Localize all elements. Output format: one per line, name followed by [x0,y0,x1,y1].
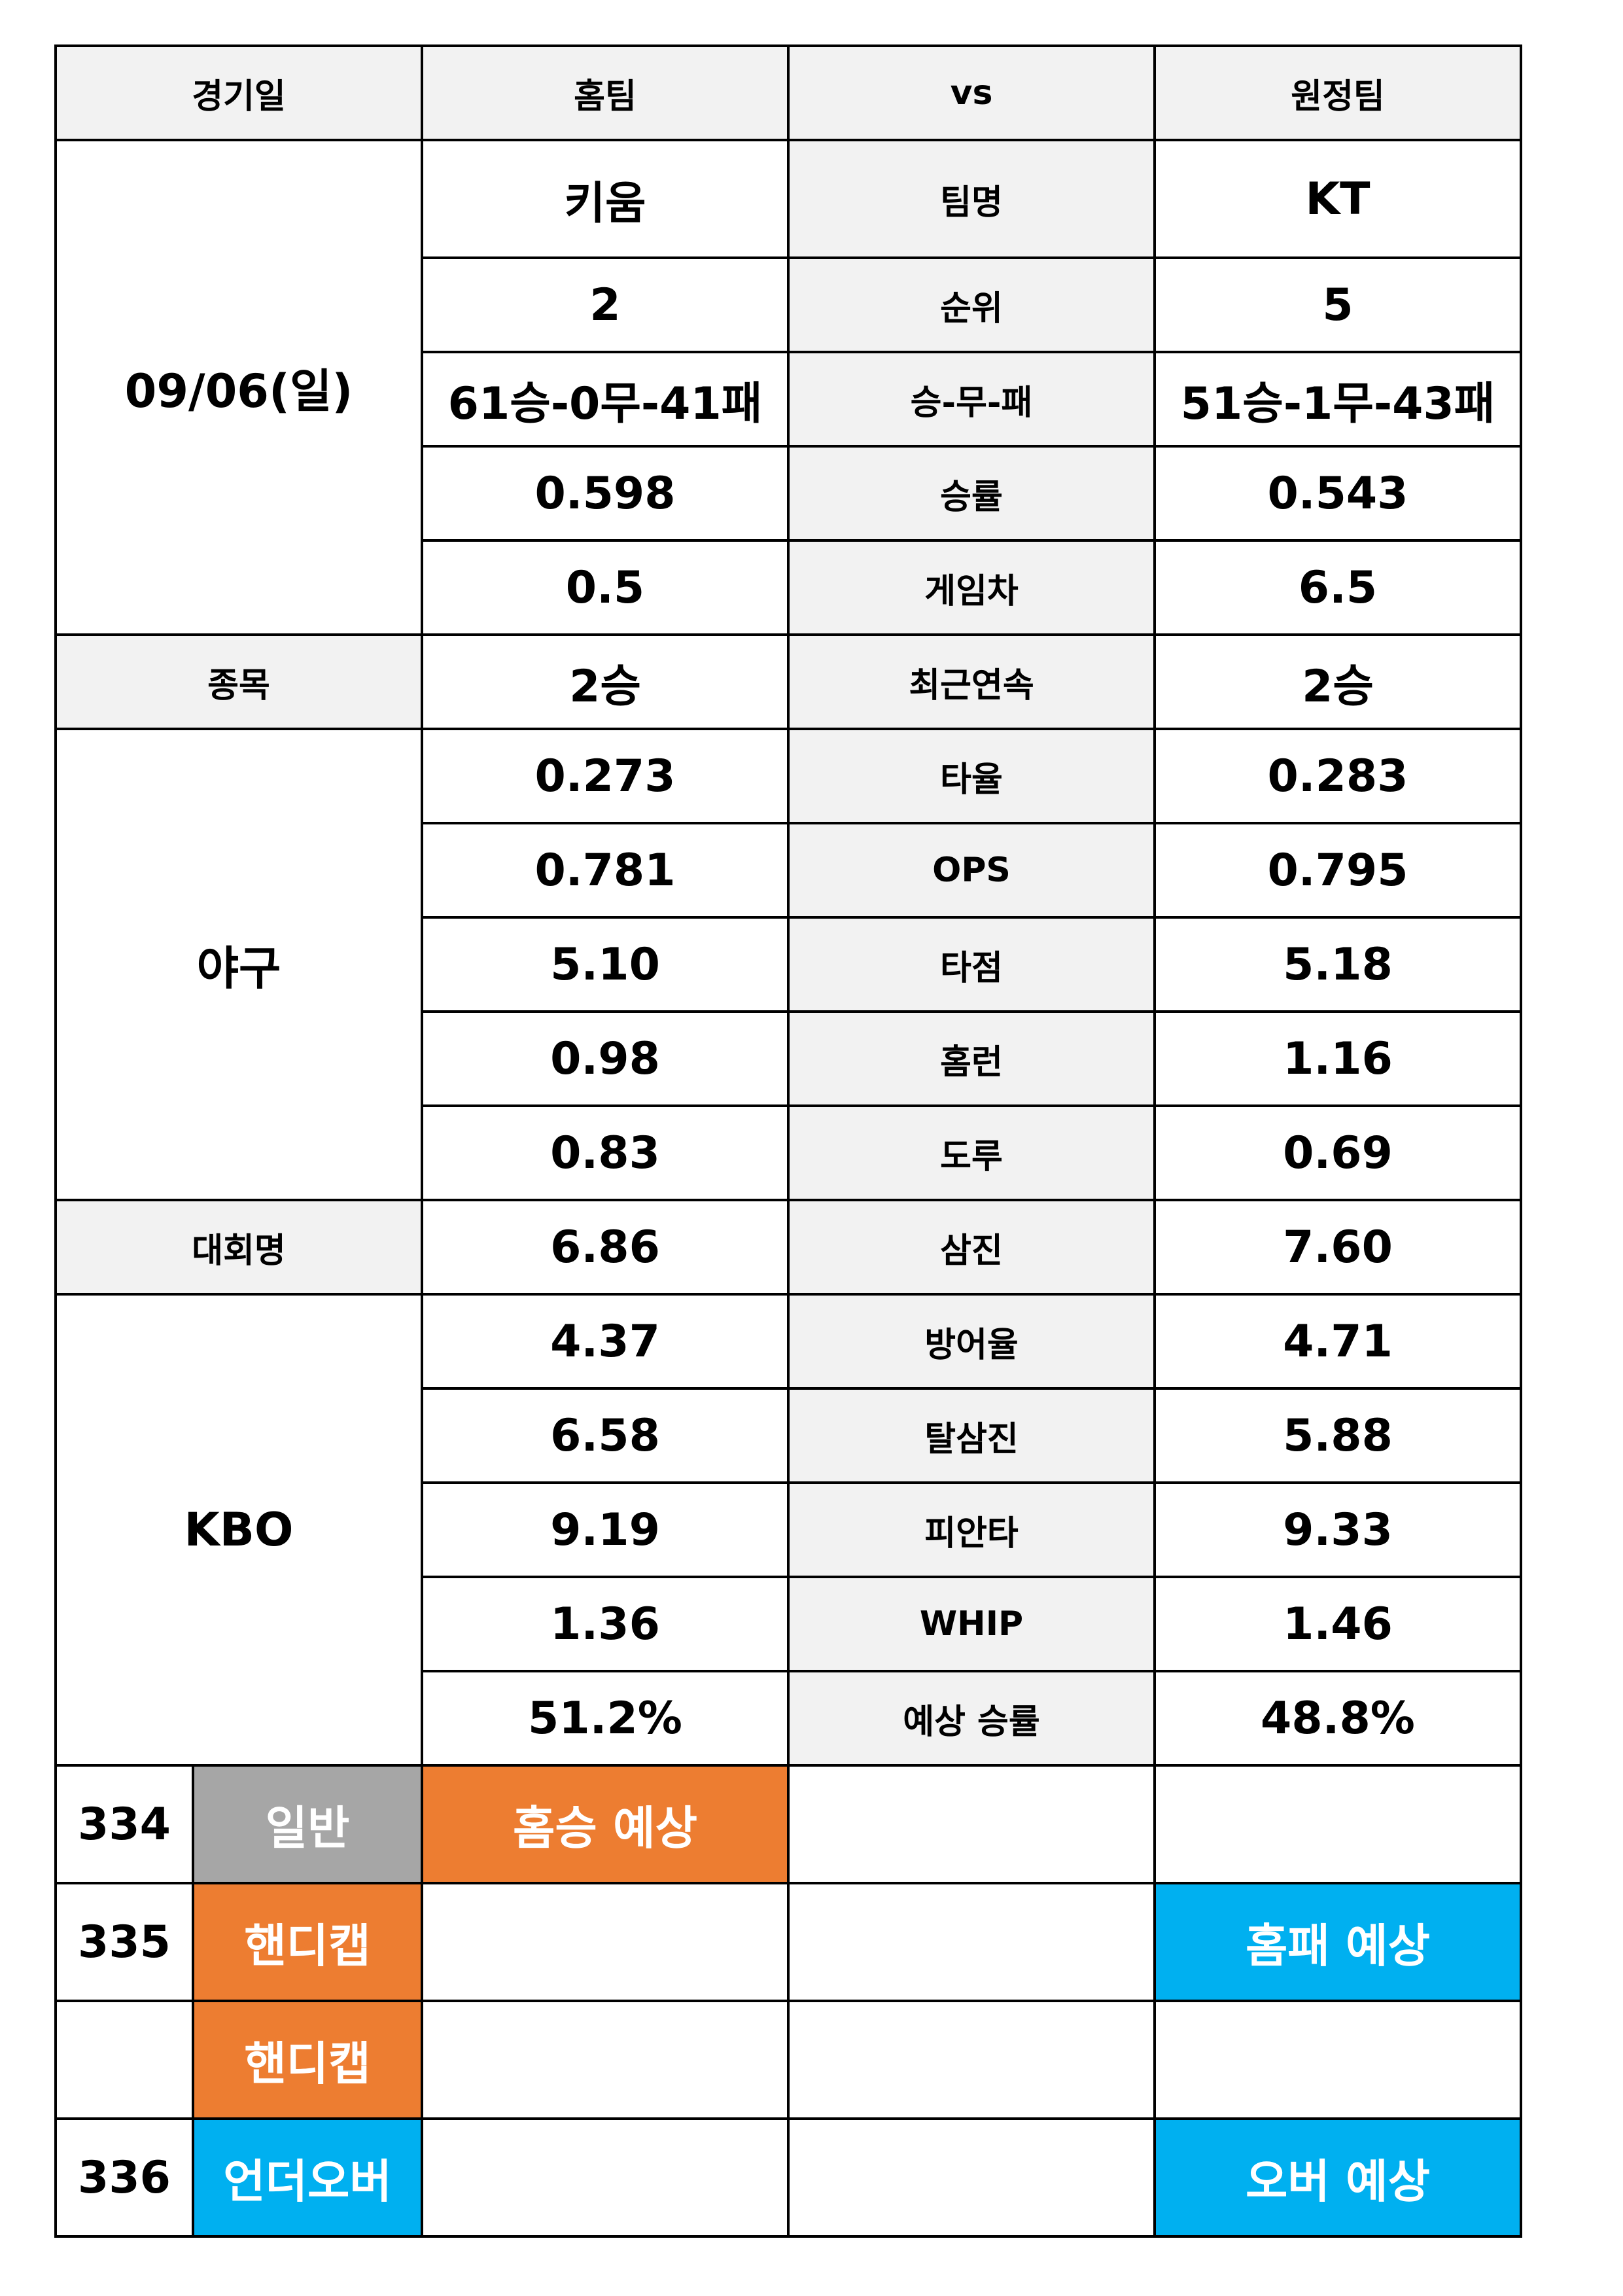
stat-label-rbi: 타점 [787,916,1156,1013]
pick-vs-empty [787,2000,1156,2120]
away-steals: 0.69 [1153,1104,1522,1201]
home-era: 4.37 [421,1293,790,1390]
stat-label-homeruns: 홈런 [787,1010,1156,1107]
pick-type-general: 일반 [192,1764,423,1884]
match-preview-table: 경기일 홈팀 vs 원정팀 09/06(일) 키움 팀명 KT 2 순위 5 6… [54,44,1522,2238]
stat-label-pitcher-strikeouts: 탈삼진 [787,1387,1156,1484]
pick-number-empty [54,2000,194,2120]
away-win-rate: 0.543 [1153,445,1522,542]
stat-label-steals: 도루 [787,1104,1156,1201]
header-home-team: 홈팀 [421,44,790,141]
home-games-behind: 0.5 [421,539,790,636]
pick-type-handicap-2: 핸디캡 [192,2000,423,2120]
stat-label-hits-allowed: 피안타 [787,1481,1156,1578]
pick-away-empty [1153,1764,1522,1884]
away-era: 4.71 [1153,1293,1522,1390]
pick-type-handicap: 핸디캡 [192,1882,423,2002]
home-streak: 2승 [421,633,790,730]
away-strikeouts: 7.60 [1153,1199,1522,1296]
stat-label-whip: WHIP [787,1576,1156,1672]
sport-value: 야구 [54,728,423,1201]
home-strikeouts: 6.86 [421,1199,790,1296]
pick-home-empty [421,1882,790,2002]
home-batting-avg: 0.273 [421,728,790,824]
stat-label-batting-avg: 타율 [787,728,1156,824]
home-record: 61승-0무-41패 [421,351,790,448]
stat-label-team: 팀명 [787,139,1156,259]
stat-label-games-behind: 게임차 [787,539,1156,636]
pick-vs-empty [787,1882,1156,2002]
pick-home-empty [421,2000,790,2120]
pick-vs-empty [787,2117,1156,2238]
header-date: 경기일 [54,44,423,141]
away-whip: 1.46 [1153,1576,1522,1672]
header-vs: vs [787,44,1156,141]
home-homeruns: 0.98 [421,1010,790,1107]
pick-home-loss: 홈패 예상 [1153,1882,1522,2002]
away-games-behind: 6.5 [1153,539,1522,636]
away-team-name: KT [1153,139,1522,259]
home-steals: 0.83 [421,1104,790,1201]
stat-label-expected-win-rate: 예상 승률 [787,1670,1156,1767]
pick-home-win: 홈승 예상 [421,1764,790,1884]
home-hits-allowed: 9.19 [421,1481,790,1578]
home-whip: 1.36 [421,1576,790,1672]
home-rbi: 5.10 [421,916,790,1013]
pick-number-335: 335 [54,1882,194,2002]
home-team-name: 키움 [421,139,790,259]
league-label: 대회명 [54,1199,423,1296]
home-pitcher-strikeouts: 6.58 [421,1387,790,1484]
home-win-rate: 0.598 [421,445,790,542]
stat-label-rank: 순위 [787,256,1156,353]
stat-label-record: 승-무-패 [787,351,1156,448]
home-expected-win-rate: 51.2% [421,1670,790,1767]
away-streak: 2승 [1153,633,1522,730]
match-date: 09/06(일) [54,139,423,636]
away-expected-win-rate: 48.8% [1153,1670,1522,1767]
away-ops: 0.795 [1153,822,1522,919]
away-hits-allowed: 9.33 [1153,1481,1522,1578]
pick-over: 오버 예상 [1153,2117,1522,2238]
pick-type-under-over: 언더오버 [192,2117,423,2238]
sport-label: 종목 [54,633,423,730]
away-record: 51승-1무-43패 [1153,351,1522,448]
pick-number-336: 336 [54,2117,194,2238]
away-rank: 5 [1153,256,1522,353]
home-ops: 0.781 [421,822,790,919]
away-rbi: 5.18 [1153,916,1522,1013]
pick-home-empty [421,2117,790,2238]
away-batting-avg: 0.283 [1153,728,1522,824]
away-pitcher-strikeouts: 5.88 [1153,1387,1522,1484]
stat-label-streak: 최근연속 [787,633,1156,730]
pick-away-empty [1153,2000,1522,2120]
stat-label-ops: OPS [787,822,1156,919]
home-rank: 2 [421,256,790,353]
stat-label-win-rate: 승률 [787,445,1156,542]
away-homeruns: 1.16 [1153,1010,1522,1107]
stat-label-era: 방어율 [787,1293,1156,1390]
pick-number-334: 334 [54,1764,194,1884]
stat-label-strikeouts: 삼진 [787,1199,1156,1296]
league-value: KBO [54,1293,423,1767]
header-away-team: 원정팀 [1153,44,1522,141]
pick-vs-empty [787,1764,1156,1884]
